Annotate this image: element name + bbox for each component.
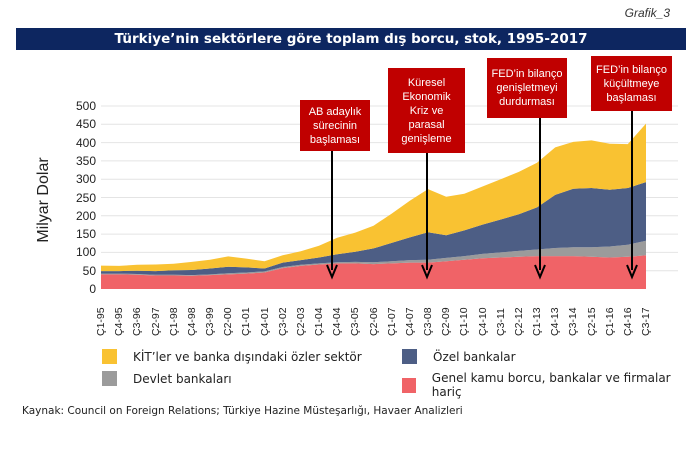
- x-tick-label: Ç2-06: [367, 307, 380, 336]
- y-tick-label: 400: [75, 135, 96, 150]
- area-kit-private-sector: [101, 123, 646, 272]
- x-tick-label: Ç2-12: [512, 307, 525, 336]
- legend-item: Özel bankalar: [402, 349, 516, 364]
- source-note: Kaynak: Council on Foreign Relations; Tü…: [22, 405, 463, 417]
- y-tick-label: 450: [75, 117, 96, 132]
- x-tick-label: Ç4-07: [403, 307, 416, 336]
- x-tick-label: Ç3-05: [349, 307, 362, 336]
- x-tick-label: Ç4-01: [258, 307, 271, 336]
- area-private-banks: [101, 182, 646, 276]
- x-tick-label: Ç2-03: [294, 307, 307, 336]
- x-tick-label: Ç2-97: [149, 307, 162, 336]
- annotation-box: FED’in bilanço küçültmeye başlaması: [591, 56, 672, 111]
- x-tick-label: Ç1-98: [167, 307, 180, 336]
- legend-swatch: [102, 371, 117, 386]
- x-tick-label: Ç3-08: [422, 307, 434, 336]
- x-tick-label: Ç4-95: [113, 307, 126, 336]
- annotation-box: AB adaylık sürecinin başlaması: [300, 100, 370, 151]
- x-tick-label: Ç3-17: [640, 307, 652, 336]
- x-tick-label: Ç2-00: [222, 307, 235, 336]
- legend-label: Özel bankalar: [433, 349, 516, 364]
- legend: KİT’ler ve banka dışındaki özler sektör Ö…: [102, 345, 682, 399]
- x-tick-label: Ç2-09: [440, 307, 453, 336]
- y-tick-label: 200: [75, 208, 96, 223]
- chart-title: Türkiye’nin sektörlere göre toplam dış b…: [16, 28, 686, 50]
- y-tick-label: 100: [75, 245, 96, 260]
- y-tick-label: 350: [75, 153, 96, 168]
- x-tick-label: Ç1-04: [313, 307, 325, 336]
- x-tick-label: Ç4-13: [549, 307, 562, 336]
- annotation-box: FED’in bilanço genişletmeyi durdurması: [487, 58, 567, 118]
- legend-swatch: [102, 349, 117, 364]
- y-tick-label: 250: [75, 190, 96, 205]
- area-general-government: [101, 255, 646, 289]
- arrow-head-icon: [626, 264, 638, 280]
- annotation-box: Küresel Ekonomik Kriz ve parasal genişleme: [388, 68, 465, 153]
- y-tick-label: 0: [89, 282, 96, 296]
- arrow-head-icon: [326, 264, 338, 280]
- x-tick-label: Ç4-16: [621, 307, 634, 336]
- x-tick-label: Ç1-13: [531, 307, 543, 336]
- legend-swatch: [402, 349, 417, 364]
- x-tick-label: Ç1-07: [385, 307, 398, 336]
- legend-label: Devlet bankaları: [133, 371, 232, 386]
- x-tick-label: Ç4-98: [185, 307, 198, 336]
- x-tick-label: Ç3-14: [567, 307, 580, 336]
- x-tick-label: Ç3-96: [131, 307, 144, 336]
- chart-number-label: Grafik_3: [624, 6, 670, 20]
- x-tick-label: Ç1-10: [458, 307, 471, 336]
- x-tick-label: Ç4-04: [331, 307, 344, 336]
- legend-item: Devlet bankaları: [102, 371, 232, 386]
- arrow-head-icon: [421, 264, 433, 280]
- x-tick-label: Ç4-10: [476, 307, 489, 336]
- x-tick-label: Ç3-99: [204, 307, 216, 336]
- y-tick-label: 500: [75, 99, 96, 113]
- stacked-area-plot: [101, 105, 678, 289]
- legend-label: Genel kamu borcu, bankalar ve firmalar h…: [431, 371, 671, 399]
- x-tick-label: Ç1-95: [95, 307, 107, 336]
- x-tick-label: Ç1-01: [240, 307, 253, 336]
- y-tick-label: 300: [75, 172, 96, 187]
- x-tick-label: Ç3-11: [494, 308, 507, 336]
- y-tick-label: 150: [75, 227, 96, 242]
- legend-swatch: [402, 377, 416, 393]
- x-tick-label: Ç2-15: [585, 307, 598, 336]
- x-tick-label: Ç3-02: [276, 307, 289, 336]
- x-tick-label: Ç1-16: [603, 307, 616, 336]
- y-tick-label: 50: [82, 263, 96, 278]
- legend-label: KİT’ler ve banka dışındaki özler sektör: [133, 349, 362, 364]
- y-axis-ticks: 0 50 100 150 200 250 300 350 400 450 500: [56, 0, 96, 300]
- arrow-head-icon: [534, 264, 546, 280]
- legend-item: Genel kamu borcu, bankalar ve firmalar h…: [402, 371, 682, 399]
- legend-item: KİT’ler ve banka dışındaki özler sektör: [102, 349, 362, 364]
